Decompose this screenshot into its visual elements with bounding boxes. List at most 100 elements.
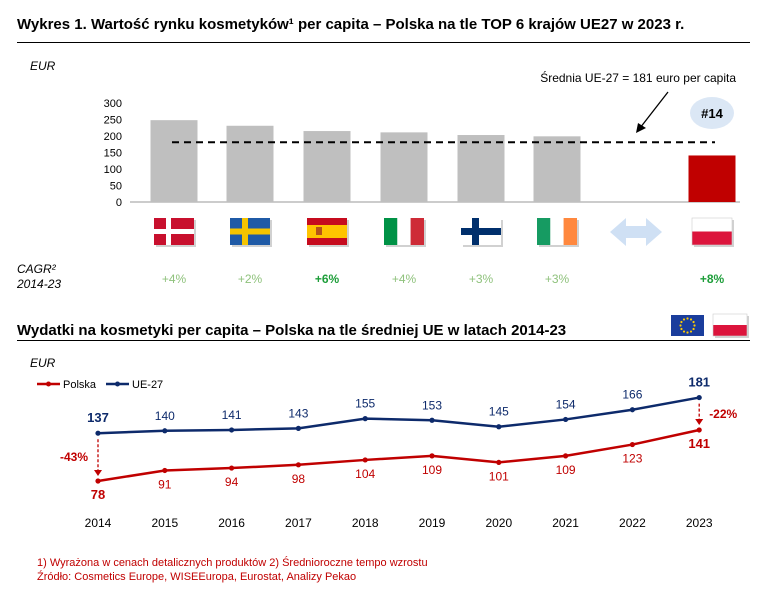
y-tick-label: 0 [116, 197, 122, 209]
x-tick-label: 2023 [686, 516, 713, 530]
data-label-polska: 94 [225, 475, 239, 489]
point-polska [162, 467, 168, 474]
flag-denmark-icon [154, 218, 196, 247]
data-label-ue27: 181 [688, 375, 710, 390]
chart1-unit-label: EUR [30, 59, 56, 73]
cagr-value: +3% [545, 272, 570, 286]
point-ue27 [162, 428, 168, 434]
cagr-value: +3% [469, 272, 494, 286]
data-label-ue27: 140 [155, 409, 175, 423]
chart2-title: Wydatki na kosmetyki per capita – Polska… [17, 322, 567, 339]
y-tick-label: 200 [104, 131, 122, 143]
point-ue27 [629, 407, 636, 413]
point-polska [295, 462, 301, 468]
data-label-ue27: 137 [87, 410, 109, 425]
gap-label: -22% [709, 407, 737, 421]
footnote: 1) Wyrażona w cenach detalicznych produk… [37, 557, 428, 569]
data-label-polska: 123 [622, 452, 642, 466]
cagr-label-line1: CAGR² [17, 262, 56, 276]
y-tick-label: 50 [110, 181, 122, 193]
point-ue27 [696, 394, 702, 401]
data-label-polska: 141 [688, 436, 710, 451]
data-label-polska: 104 [355, 467, 375, 481]
chart1-title: Wykres 1. Wartość rynku kosmetyków¹ per … [17, 16, 685, 33]
legend-polska-label: Polska [63, 379, 97, 391]
data-label-ue27: 145 [489, 405, 509, 419]
x-tick-label: 2016 [218, 516, 245, 530]
bar-włochy [380, 132, 428, 202]
eu-average-arrow [639, 91, 669, 129]
data-label-polska: 109 [556, 463, 576, 477]
flag-italy-icon [384, 218, 426, 247]
chart1-svg: 0 50 100 150 200 250 300 Średnia UE-27 = 181 eu… [104, 70, 740, 286]
point-polska [496, 459, 502, 465]
bar-dania [150, 120, 198, 202]
x-tick-label: 2022 [619, 516, 646, 530]
point-polska [362, 457, 368, 463]
bar-finlandia [457, 135, 505, 202]
legend-ue27-marker [115, 381, 120, 387]
cagr-value: +8% [700, 272, 725, 286]
flag-sweden-icon [230, 218, 272, 247]
eu-average-label: Średnia UE-27 = 181 euro per capita [540, 70, 736, 85]
gap-arrowhead [695, 418, 704, 425]
flag-spain-icon [307, 218, 349, 247]
data-label-polska: 101 [489, 469, 509, 483]
y-tick-label: 100 [104, 164, 122, 176]
point-polska [563, 453, 569, 459]
data-label-ue27: 155 [355, 397, 375, 411]
y-tick-label: 250 [104, 115, 122, 127]
point-ue27 [95, 430, 101, 436]
point-ue27 [429, 417, 435, 423]
flag-poland-header-icon [712, 313, 749, 338]
rank-badge [690, 97, 734, 129]
point-ue27 [362, 416, 368, 422]
cagr-value: +4% [162, 272, 187, 286]
x-tick-label: 2015 [151, 516, 178, 530]
point-ue27 [563, 416, 569, 423]
flag-eu-icon [671, 315, 704, 336]
double-arrow-icon [610, 218, 662, 246]
chart2-unit-label: EUR [30, 356, 56, 370]
data-label-ue27: 141 [222, 408, 242, 422]
data-label-polska: 91 [158, 477, 172, 491]
x-tick-label: 2018 [352, 516, 379, 530]
bar-szwecja [226, 125, 274, 202]
cagr-label: CAGR² 2014-23 [17, 262, 61, 292]
point-polska [429, 453, 435, 459]
gap-label: -43% [60, 450, 88, 464]
point-polska [229, 465, 235, 471]
cagr-value: +6% [315, 272, 340, 286]
rank-badge-label: #14 [701, 106, 723, 121]
data-label-ue27: 143 [288, 406, 308, 420]
data-label-polska: 78 [91, 487, 105, 502]
bar-irlandia [533, 136, 581, 202]
gap-arrowhead [94, 470, 102, 476]
data-label-ue27: 154 [556, 397, 576, 411]
point-polska [95, 478, 101, 484]
x-tick-label: 2014 [85, 516, 112, 530]
flag-poland-icon [691, 217, 734, 247]
x-tick-label: 2020 [485, 516, 512, 530]
legend-ue27-label: UE-27 [132, 379, 163, 391]
point-polska [629, 441, 636, 448]
data-label-ue27: 166 [622, 388, 642, 402]
x-tick-label: 2019 [419, 516, 446, 530]
data-label-polska: 98 [292, 472, 306, 486]
x-tick-label: 2017 [285, 516, 312, 530]
y-tick-label: 300 [104, 98, 122, 110]
point-ue27 [295, 425, 301, 431]
flag-ireland-icon [537, 218, 579, 247]
source-note: Źródło: Cosmetics Europe, WISEEuropa, Eu… [37, 571, 357, 583]
y-tick-label: 150 [104, 148, 122, 160]
series-line-polska [97, 428, 700, 483]
flag-finland-icon [461, 218, 503, 247]
point-ue27 [229, 427, 235, 433]
x-tick-label: 2021 [552, 516, 579, 530]
legend-polska-marker [46, 381, 51, 387]
data-label-ue27: 153 [422, 398, 442, 412]
point-polska [696, 427, 702, 433]
eu-average-arrowhead [636, 123, 646, 133]
bar-polska [688, 155, 736, 202]
cagr-value: +2% [238, 272, 263, 286]
